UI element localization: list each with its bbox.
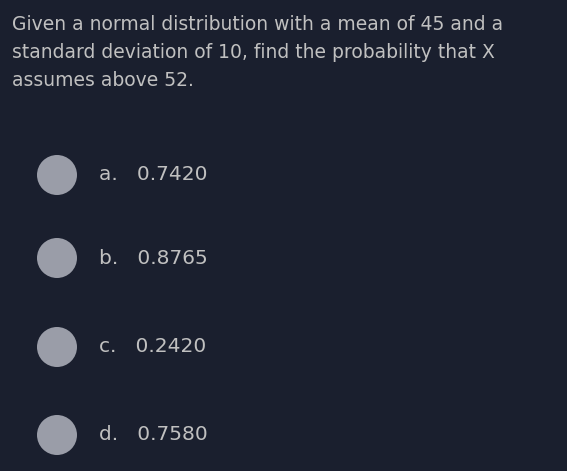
Text: assumes above 52.: assumes above 52. [12, 71, 194, 90]
Text: a.   0.7420: a. 0.7420 [99, 165, 208, 185]
Text: d.   0.7580: d. 0.7580 [99, 425, 208, 445]
Text: c.   0.2420: c. 0.2420 [99, 338, 206, 357]
Circle shape [37, 327, 77, 367]
Circle shape [37, 155, 77, 195]
Circle shape [37, 415, 77, 455]
Text: Given a normal distribution with a mean of 45 and a: Given a normal distribution with a mean … [12, 15, 503, 34]
Circle shape [37, 238, 77, 278]
Text: standard deviation of 10, find the probability that X: standard deviation of 10, find the proba… [12, 43, 495, 62]
Text: b.   0.8765: b. 0.8765 [99, 249, 208, 268]
